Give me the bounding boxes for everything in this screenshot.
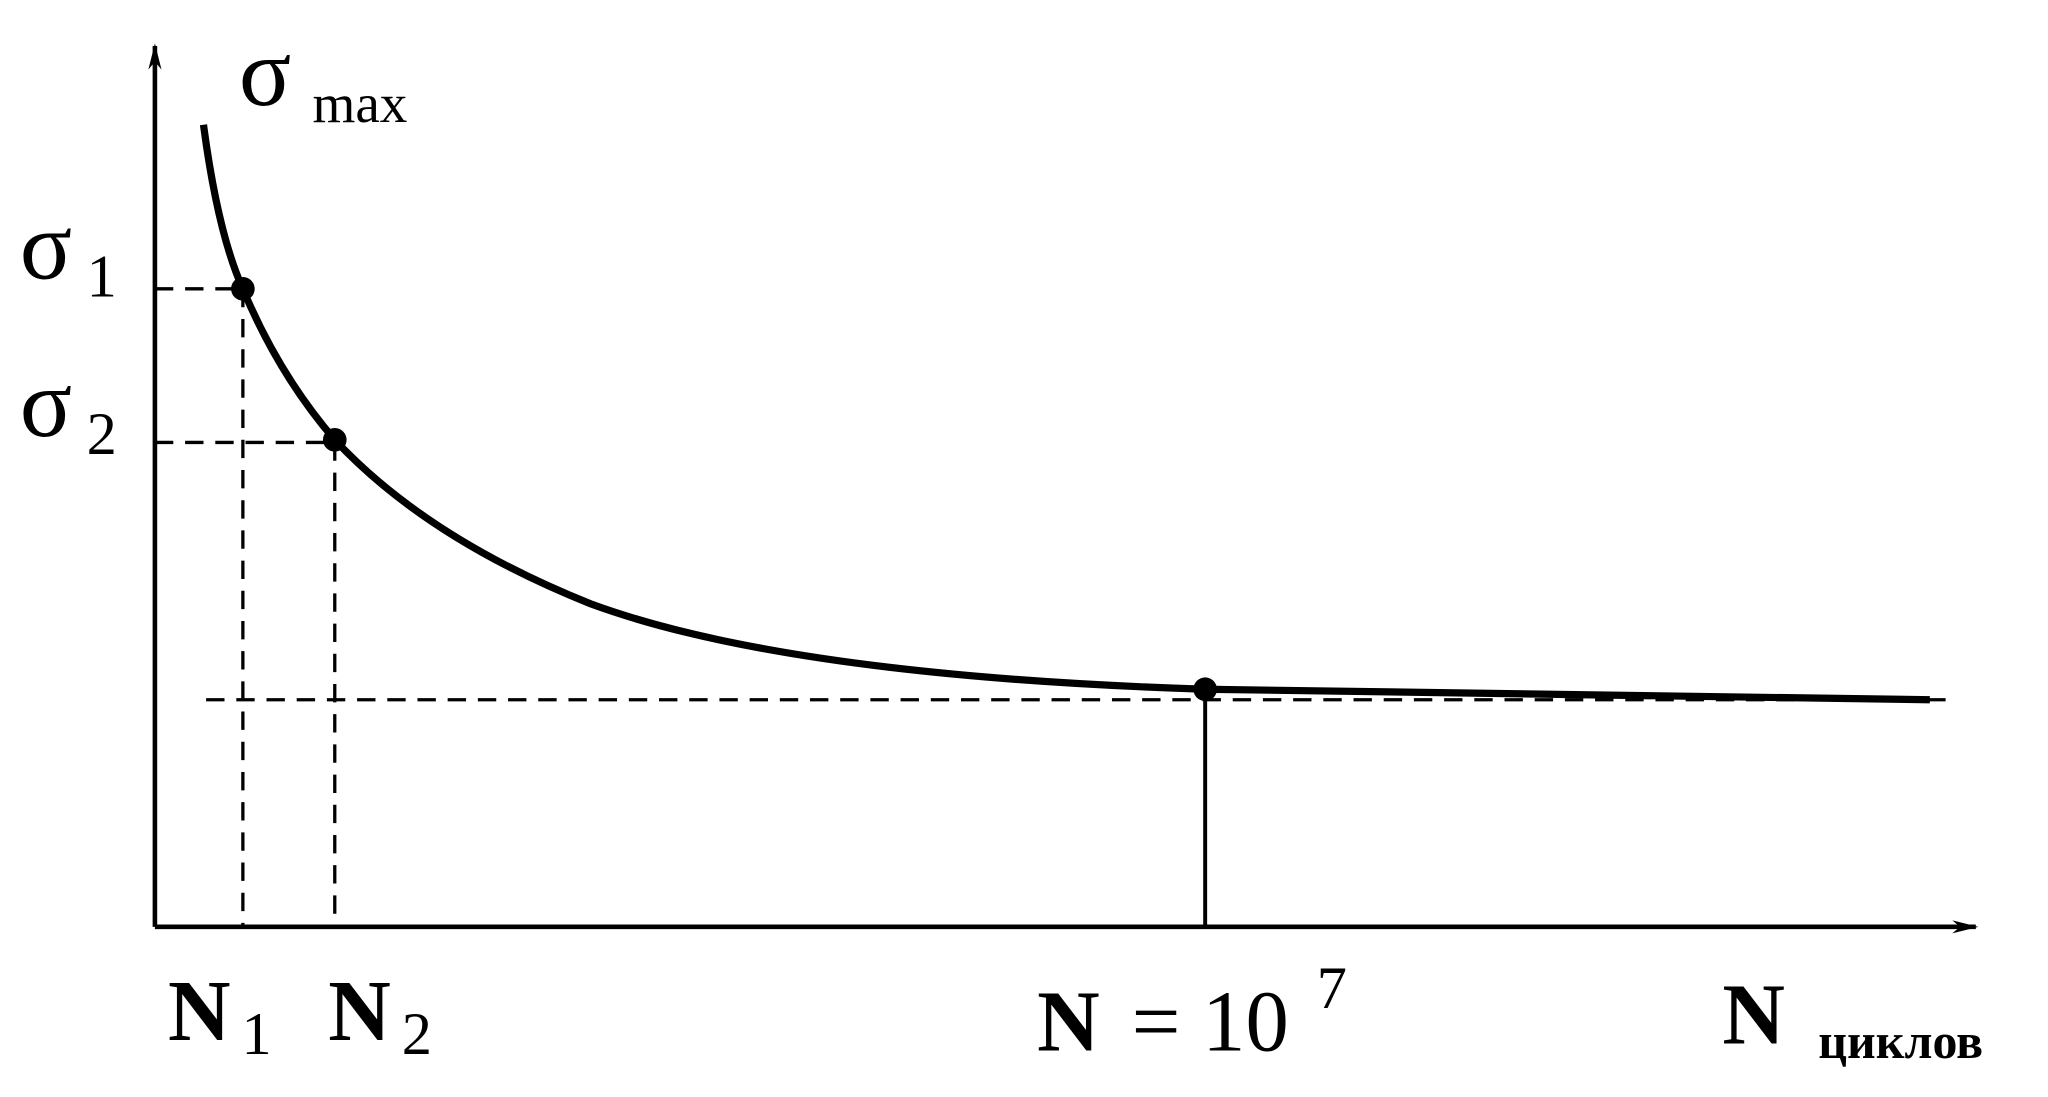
subscript: 2 [87, 401, 117, 468]
guides [154, 287, 1950, 927]
x-mark: N 1 [168, 963, 272, 1068]
x-axis-label: N циклов [1722, 967, 1983, 1069]
symbol: σ [20, 350, 72, 458]
superscript: 7 [1317, 955, 1347, 1022]
x-mark: N = 10 7 [1037, 955, 1347, 1069]
y-mark: σ 2 [20, 350, 117, 468]
symbol: N [1722, 967, 1785, 1063]
subscript: 1 [242, 1001, 272, 1068]
subscript: циклов [1818, 1014, 1983, 1069]
symbol: σ [239, 19, 291, 127]
point [1193, 677, 1217, 702]
x-mark: N 2 [328, 963, 432, 1068]
point [322, 427, 347, 452]
symbol: N [328, 963, 391, 1059]
symbol: N [168, 963, 231, 1059]
text: = 10 [1132, 973, 1289, 1069]
subscript: max [312, 73, 407, 134]
point [231, 277, 255, 301]
y-mark: σ 1 [20, 192, 117, 310]
y-axis-label: σ max [239, 19, 407, 134]
symbol: σ [20, 192, 72, 300]
symbol: N [1037, 973, 1100, 1069]
subscript: 2 [402, 1001, 432, 1068]
fatigue-curve [199, 124, 1930, 704]
subscript: 1 [87, 244, 117, 311]
